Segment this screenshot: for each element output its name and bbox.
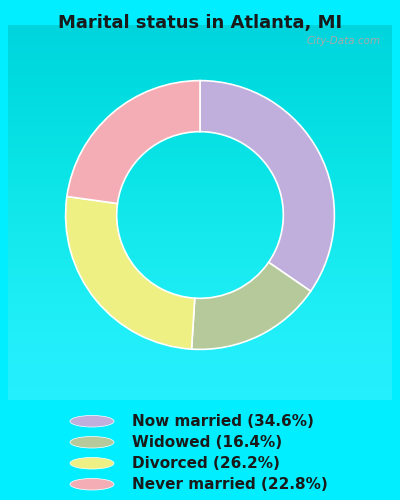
Circle shape	[70, 416, 114, 427]
Wedge shape	[192, 262, 311, 350]
Text: Widowed (16.4%): Widowed (16.4%)	[132, 434, 282, 450]
Text: Never married (22.8%): Never married (22.8%)	[132, 477, 328, 492]
Circle shape	[70, 458, 114, 469]
Text: Divorced (26.2%): Divorced (26.2%)	[132, 456, 280, 471]
Text: City-Data.com: City-Data.com	[306, 36, 380, 46]
Wedge shape	[200, 80, 334, 291]
Circle shape	[70, 436, 114, 448]
Text: Marital status in Atlanta, MI: Marital status in Atlanta, MI	[58, 14, 342, 32]
Circle shape	[70, 478, 114, 490]
Wedge shape	[66, 196, 195, 349]
Text: Now married (34.6%): Now married (34.6%)	[132, 414, 314, 428]
Wedge shape	[67, 80, 200, 204]
